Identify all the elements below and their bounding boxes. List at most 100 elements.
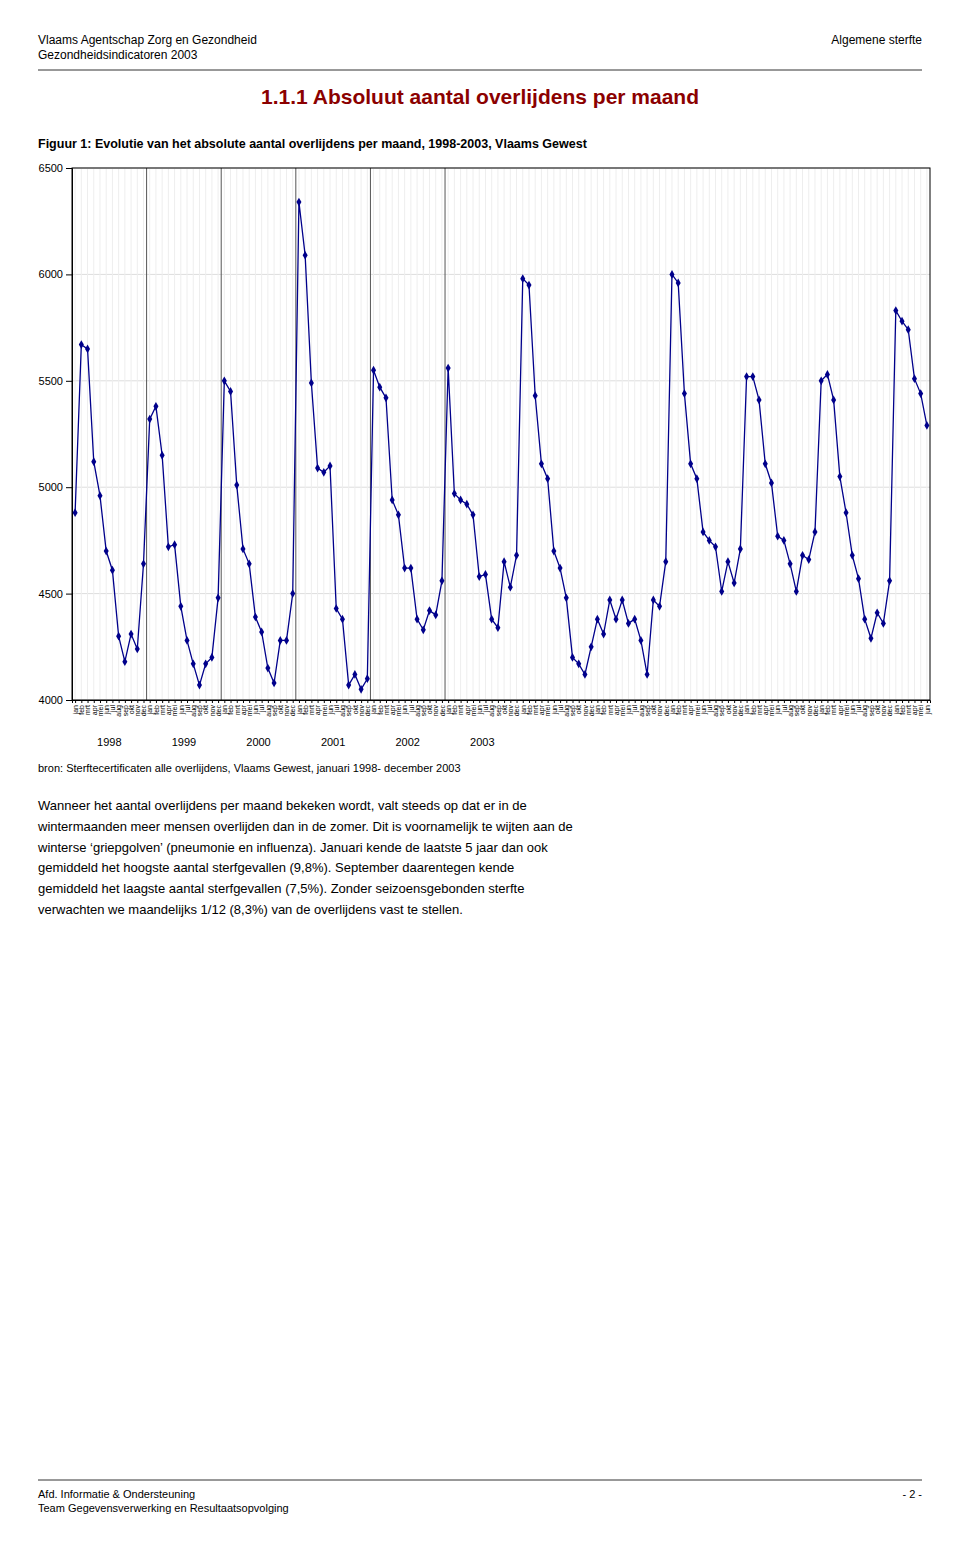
grid-line-x [367, 168, 368, 700]
point [91, 457, 96, 466]
point [265, 664, 270, 673]
grid-line-x [622, 168, 623, 700]
grid-line-x [211, 168, 212, 700]
grid-line-x [734, 168, 735, 700]
grid-line-x [696, 168, 697, 700]
footer-rule [38, 1480, 922, 1481]
point [819, 376, 824, 385]
grid-line-x [155, 168, 156, 700]
grid-line-x [759, 168, 760, 700]
grid-line-x [920, 168, 921, 700]
point [924, 421, 929, 430]
point [576, 659, 581, 668]
point [595, 615, 600, 624]
grid-line-y [72, 274, 930, 275]
point [439, 576, 444, 585]
point [309, 379, 314, 388]
grid-line-x [609, 168, 610, 700]
grid-line-x [926, 168, 927, 700]
header-left-line: Vlaams Agentschap Zorg en Gezondheid [38, 33, 257, 47]
point [216, 593, 221, 602]
grid-line-x [87, 168, 88, 700]
body-text-line: winterse ‘griepgolven’ (pneumonie en inf… [37, 840, 548, 855]
year-label: 2003 [470, 736, 494, 748]
point [775, 532, 780, 541]
grid-line-x [392, 168, 393, 700]
point [352, 670, 357, 679]
grid-line-x [174, 168, 175, 700]
point [887, 576, 892, 585]
grid-line-x [330, 168, 331, 700]
point [893, 306, 898, 315]
point [290, 589, 295, 598]
grid-line-x [99, 168, 100, 700]
point [750, 372, 755, 381]
year-separator [445, 168, 446, 700]
grid-line-x [715, 168, 716, 700]
grid-line-x [187, 168, 188, 700]
x-tick: jun [924, 700, 932, 715]
page: Vlaams Agentschap Zorg en GezondheidGezo… [0, 0, 960, 1555]
header-left-line: Gezondheidsindicatoren 2003 [38, 48, 198, 62]
point [240, 545, 245, 554]
grid-line-x [280, 168, 281, 700]
grid-line-x [435, 168, 436, 700]
y-tick-label: 5500 [39, 375, 63, 387]
point [551, 547, 556, 556]
grid-line-x [379, 168, 380, 700]
point [645, 670, 650, 679]
body-text-line: gemiddeld het laagste aantal sterfgevall… [38, 881, 524, 896]
point [651, 596, 656, 605]
grid-line-x [839, 168, 840, 700]
grid-line-x [671, 168, 672, 700]
grid-line-x [721, 168, 722, 700]
point [856, 574, 861, 583]
grid-line-x [131, 168, 132, 700]
point [812, 528, 817, 537]
grid-line-x [653, 168, 654, 700]
grid-line-x [535, 168, 536, 700]
y-tick: 5000 [39, 481, 72, 493]
grid-line-x [821, 168, 822, 700]
point [657, 602, 662, 611]
grid-line-x [647, 168, 648, 700]
grid-line-x [106, 168, 107, 700]
y-tick-mark [66, 381, 72, 382]
grid-line-x [877, 168, 878, 700]
point [415, 615, 420, 624]
x-axis: janfebmrtaprmeijunjulaugsepoktnovdecjanf… [72, 700, 932, 717]
point [881, 619, 886, 628]
grid-line-x [361, 168, 362, 700]
point [483, 570, 488, 579]
y-tick: 4000 [39, 694, 72, 706]
grid-line-x [833, 168, 834, 700]
grid-line-x [504, 168, 505, 700]
y-tick-label: 6500 [39, 162, 63, 174]
grid-line-x [914, 168, 915, 700]
point [502, 557, 507, 566]
grid-line-x [640, 168, 641, 700]
point [371, 366, 376, 375]
grid-line-x [541, 168, 542, 700]
point [514, 551, 519, 560]
point [781, 536, 786, 545]
year-separator [370, 168, 371, 700]
grid-line-x [373, 168, 374, 700]
point [676, 279, 681, 288]
point [831, 396, 836, 405]
point [694, 474, 699, 483]
point [806, 555, 811, 564]
point [763, 459, 768, 468]
grid-line-x [317, 168, 318, 700]
y-tick: 4500 [39, 588, 72, 600]
grid-line-x [771, 168, 772, 700]
point [328, 462, 333, 471]
grid-line-x [665, 168, 666, 700]
point [234, 481, 239, 490]
grid-line-x [466, 168, 467, 700]
point [178, 602, 183, 611]
point [427, 606, 432, 615]
point [844, 508, 849, 517]
point [73, 508, 78, 517]
grid-line-x [516, 168, 517, 700]
